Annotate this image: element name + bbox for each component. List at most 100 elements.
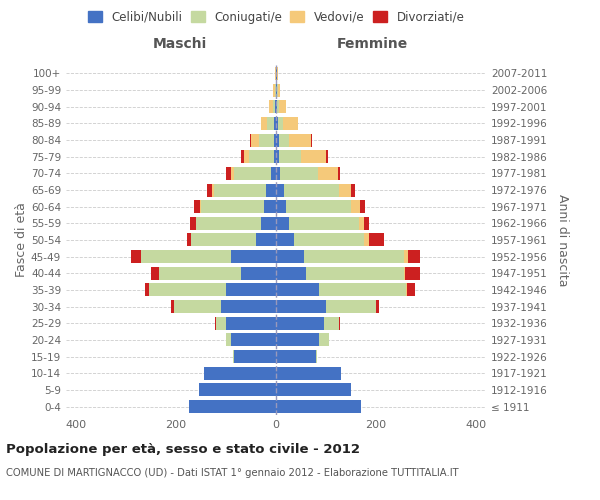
Bar bbox=[231, 334, 276, 346]
Bar bbox=[276, 200, 351, 213]
Bar bbox=[266, 184, 276, 196]
Bar bbox=[233, 350, 276, 363]
Bar bbox=[276, 334, 329, 346]
Bar bbox=[203, 367, 276, 380]
Bar bbox=[276, 284, 415, 296]
Bar bbox=[276, 267, 404, 280]
Bar bbox=[141, 250, 276, 263]
Bar bbox=[276, 334, 329, 346]
Bar bbox=[276, 184, 351, 196]
Bar bbox=[149, 284, 276, 296]
Bar bbox=[276, 384, 351, 396]
Bar bbox=[158, 267, 276, 280]
Bar bbox=[276, 100, 286, 113]
Bar bbox=[276, 317, 340, 330]
Bar bbox=[276, 117, 277, 130]
Bar bbox=[256, 234, 276, 246]
Bar bbox=[276, 134, 289, 146]
Bar bbox=[275, 84, 276, 96]
Bar bbox=[221, 300, 276, 313]
Bar bbox=[248, 150, 276, 163]
Bar bbox=[276, 217, 289, 230]
Bar bbox=[276, 217, 364, 230]
Bar bbox=[276, 217, 359, 230]
Bar bbox=[261, 217, 276, 230]
Bar bbox=[275, 67, 276, 80]
Bar bbox=[276, 150, 326, 163]
Bar bbox=[276, 167, 317, 180]
Bar bbox=[200, 200, 276, 213]
Bar bbox=[274, 150, 276, 163]
Bar bbox=[276, 100, 286, 113]
Bar bbox=[173, 300, 276, 313]
Bar bbox=[276, 400, 361, 413]
Bar bbox=[276, 117, 298, 130]
Bar bbox=[276, 184, 338, 196]
Bar bbox=[276, 200, 286, 213]
Bar bbox=[276, 217, 368, 230]
Bar bbox=[191, 234, 276, 246]
Bar bbox=[259, 134, 276, 146]
Bar bbox=[188, 400, 276, 413]
Bar bbox=[276, 284, 407, 296]
Bar bbox=[276, 350, 317, 363]
Bar bbox=[216, 317, 276, 330]
Bar bbox=[276, 84, 277, 96]
Bar bbox=[226, 334, 276, 346]
Bar bbox=[276, 367, 341, 380]
Bar bbox=[276, 350, 317, 363]
Bar bbox=[260, 117, 276, 130]
Bar bbox=[158, 267, 276, 280]
Bar bbox=[274, 134, 276, 146]
Bar bbox=[214, 184, 276, 196]
Bar bbox=[199, 384, 276, 396]
Bar bbox=[241, 150, 276, 163]
Bar bbox=[276, 234, 368, 246]
Bar bbox=[276, 200, 360, 213]
Bar bbox=[276, 134, 278, 146]
Bar bbox=[276, 134, 312, 146]
Bar bbox=[276, 117, 298, 130]
Bar bbox=[276, 184, 284, 196]
Bar bbox=[273, 84, 276, 96]
Bar bbox=[276, 150, 328, 163]
Bar bbox=[276, 167, 340, 180]
Bar bbox=[276, 367, 341, 380]
Bar bbox=[151, 267, 276, 280]
Bar bbox=[199, 384, 276, 396]
Bar bbox=[276, 267, 306, 280]
Bar bbox=[276, 67, 277, 80]
Bar bbox=[276, 284, 406, 296]
Bar bbox=[230, 167, 276, 180]
Bar bbox=[276, 100, 277, 113]
Bar bbox=[276, 384, 351, 396]
Bar bbox=[226, 284, 276, 296]
Bar bbox=[276, 250, 420, 263]
Bar bbox=[226, 317, 276, 330]
Text: Maschi: Maschi bbox=[152, 37, 206, 51]
Bar bbox=[263, 200, 276, 213]
Text: Femmine: Femmine bbox=[337, 37, 408, 51]
Bar bbox=[276, 334, 319, 346]
Y-axis label: Anni di nascita: Anni di nascita bbox=[556, 194, 569, 286]
Bar bbox=[276, 317, 338, 330]
Bar bbox=[276, 334, 329, 346]
Bar bbox=[276, 384, 351, 396]
Bar bbox=[206, 184, 276, 196]
Bar bbox=[276, 300, 326, 313]
Bar bbox=[276, 384, 351, 396]
Bar bbox=[231, 250, 276, 263]
Bar bbox=[190, 217, 276, 230]
Bar bbox=[276, 100, 278, 113]
Bar bbox=[141, 250, 276, 263]
Bar bbox=[276, 400, 361, 413]
Bar bbox=[244, 150, 276, 163]
Bar bbox=[171, 300, 276, 313]
Bar bbox=[276, 267, 419, 280]
Bar bbox=[276, 250, 407, 263]
Bar bbox=[212, 184, 276, 196]
Bar bbox=[275, 67, 276, 80]
Bar bbox=[276, 200, 365, 213]
Bar bbox=[276, 317, 338, 330]
Bar bbox=[276, 267, 404, 280]
